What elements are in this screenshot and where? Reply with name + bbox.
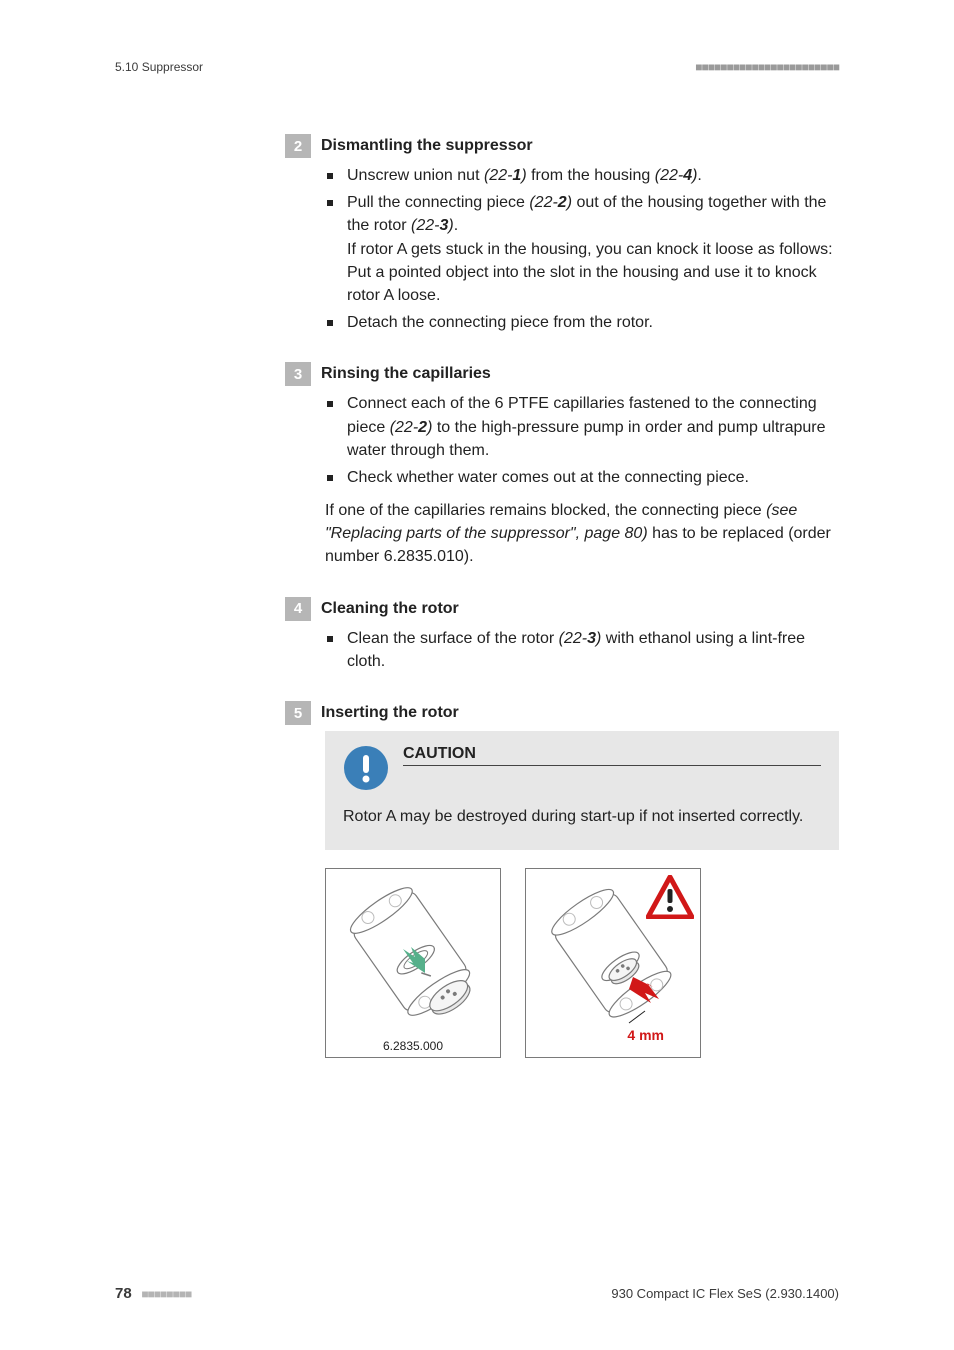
step-number: 5 xyxy=(285,701,311,725)
text: Put a pointed object into the slot in th… xyxy=(347,261,839,307)
step-header: 5 Inserting the rotor xyxy=(285,701,839,725)
ref: (22- xyxy=(411,217,439,234)
text: Check whether water comes out at the con… xyxy=(347,469,749,486)
figure-correct: 6.2835.000 xyxy=(325,868,501,1058)
list-item: Check whether water comes out at the con… xyxy=(325,466,839,489)
figure-caption: 6.2835.000 xyxy=(383,1039,443,1053)
ref: (22- xyxy=(559,630,587,647)
ref: (22- xyxy=(529,194,557,211)
ref-num: 4 xyxy=(683,167,692,184)
ref: (22- xyxy=(484,167,512,184)
list-item: Clean the surface of the rotor (22-3) wi… xyxy=(325,627,839,673)
ref-num: 2 xyxy=(418,419,427,436)
doc-id: 930 Compact IC Flex SeS (2.930.1400) xyxy=(611,1286,839,1301)
step-title: Rinsing the capillaries xyxy=(321,362,491,386)
list-item: Connect each of the 6 PTFE capillaries f… xyxy=(325,392,839,462)
step-number: 2 xyxy=(285,134,311,158)
list-item: Detach the connecting piece from the rot… xyxy=(325,311,839,334)
caution-title-wrap: CAUTION xyxy=(403,745,821,766)
caution-box: CAUTION Rotor A may be destroyed during … xyxy=(325,731,839,850)
caution-text: Rotor A may be destroyed during start-up… xyxy=(343,805,821,828)
bullet-list: Unscrew union nut (22-1) from the housin… xyxy=(325,164,839,334)
bullet-list: Connect each of the 6 PTFE capillaries f… xyxy=(325,392,839,489)
section-label: 5.10 Suppressor xyxy=(115,60,203,74)
caution-title: CAUTION xyxy=(403,745,821,766)
caution-icon xyxy=(343,745,389,791)
ref-num: 3 xyxy=(587,630,596,647)
step-title: Dismantling the suppressor xyxy=(321,134,533,158)
list-item: Unscrew union nut (22-1) from the housin… xyxy=(325,164,839,187)
page: 5.10 Suppressor ■■■■■■■■■■■■■■■■■■■■■■■ … xyxy=(0,0,954,1350)
text: Detach the connecting piece from the rot… xyxy=(347,314,653,331)
figure-wrong: 4 mm xyxy=(525,868,701,1058)
step-header: 3 Rinsing the capillaries xyxy=(285,362,839,386)
step-body: Clean the surface of the rotor (22-3) wi… xyxy=(325,627,839,673)
step-title: Cleaning the rotor xyxy=(321,597,459,621)
text: If one of the capillaries remains blocke… xyxy=(325,502,766,519)
running-header: 5.10 Suppressor ■■■■■■■■■■■■■■■■■■■■■■■ xyxy=(115,60,839,74)
step-header: 4 Cleaning the rotor xyxy=(285,597,839,621)
ref-num: 1 xyxy=(512,167,521,184)
figure-row: 6.2835.000 xyxy=(325,868,839,1058)
text: . xyxy=(697,167,701,184)
figure-dimension-label: 4 mm xyxy=(627,1027,664,1043)
footer-left: 78 ■■■■■■■■ xyxy=(115,1285,191,1302)
ref: (22- xyxy=(390,419,418,436)
step-header: 2 Dismantling the suppressor xyxy=(285,134,839,158)
step-title: Inserting the rotor xyxy=(321,701,459,725)
paragraph: If one of the capillaries remains blocke… xyxy=(325,499,839,569)
footer-ticks: ■■■■■■■■ xyxy=(141,1287,191,1301)
text: Pull the connecting piece xyxy=(347,194,529,211)
ref: (22- xyxy=(655,167,683,184)
header-ticks: ■■■■■■■■■■■■■■■■■■■■■■■ xyxy=(695,60,839,74)
step-number: 4 xyxy=(285,597,311,621)
text: . xyxy=(454,217,458,234)
ref-num: 2 xyxy=(558,194,567,211)
text: Unscrew union nut xyxy=(347,167,484,184)
step-number: 3 xyxy=(285,362,311,386)
footer: 78 ■■■■■■■■ 930 Compact IC Flex SeS (2.9… xyxy=(115,1285,839,1302)
text: from the housing xyxy=(527,167,655,184)
step-body: Unscrew union nut (22-1) from the housin… xyxy=(325,164,839,334)
page-number: 78 xyxy=(115,1285,132,1302)
caution-header: CAUTION xyxy=(343,745,821,791)
step-body: Connect each of the 6 PTFE capillaries f… xyxy=(325,392,839,568)
bullet-list: Clean the surface of the rotor (22-3) wi… xyxy=(325,627,839,673)
list-item: Pull the connecting piece (22-2) out of … xyxy=(325,191,839,307)
text: If rotor A gets stuck in the housing, yo… xyxy=(347,238,839,261)
text: Clean the surface of the rotor xyxy=(347,630,559,647)
hazard-icon xyxy=(646,875,694,919)
